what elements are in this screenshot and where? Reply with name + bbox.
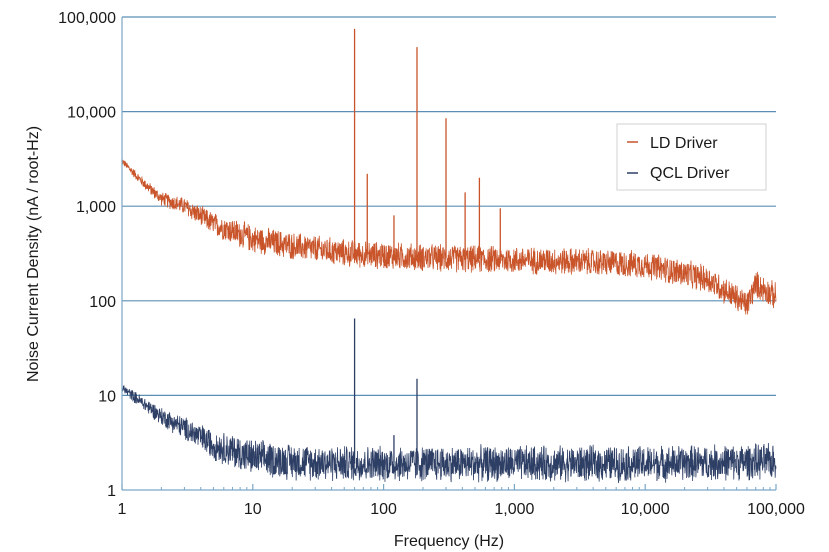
x-tick-label: 100 [370,501,397,518]
legend: LD Driver QCL Driver [616,123,767,191]
series-line [121,159,777,315]
legend-box [616,123,767,191]
y-tick-label: 10 [98,388,116,405]
tick-labels: 1 10 100 1,000 10,000 100,000 1 10 100 1,000 10,00… [58,10,805,518]
y-tick-label: 1 [107,483,116,500]
y-tick-label: 100,000 [58,10,116,27]
legend-label-ld-driver: LD Driver [650,135,718,152]
series-layer [121,28,777,484]
legend-label-qcl-driver: QCL Driver [650,165,730,182]
x-tick-label: 10,000 [621,501,670,518]
y-tick-label: 10,000 [67,105,116,122]
y-tick-label: 100 [89,294,116,311]
x-axis-title: Frequency (Hz) [394,533,504,550]
x-tick-label: 100,000 [747,501,805,518]
x-tick-label: 1,000 [494,501,534,518]
x-tick-label: 1 [118,501,127,518]
axes [121,17,777,491]
y-axis-title: Noise Current Density (nA / root-Hz) [25,126,42,382]
y-tick-label: 1,000 [76,199,116,216]
x-tick-label: 10 [244,501,262,518]
gridlines [122,16,776,396]
series-line [121,385,777,484]
